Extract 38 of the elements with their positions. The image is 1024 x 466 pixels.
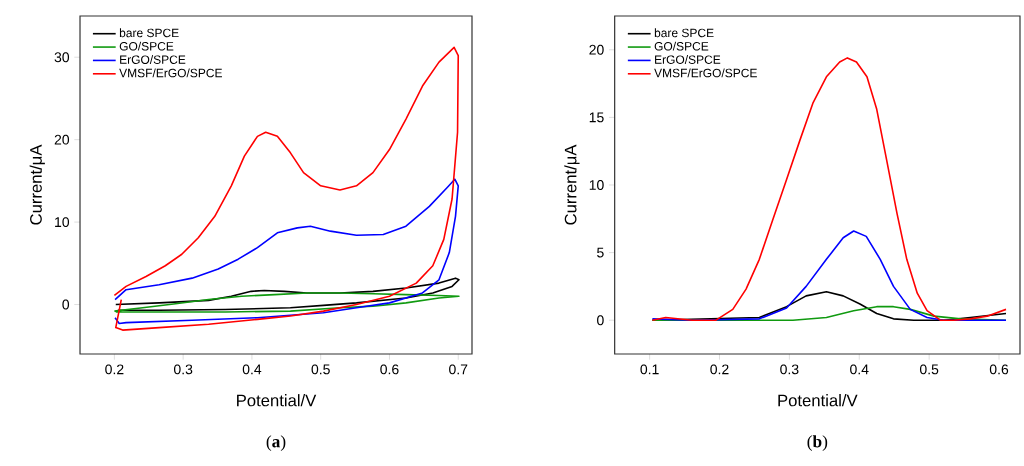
legend-label: VMSF/ErGO/SPCE [654,68,757,78]
y-tick-label: 15 [589,112,604,123]
x-tick-label: 0.2 [105,364,124,375]
y-tick-label: 10 [589,180,604,190]
y-tick-label: 0 [62,299,70,310]
x-axis-title: Potential/V [778,394,858,407]
x-tick-label: 0.4 [850,364,869,375]
text: (b) [807,435,828,451]
line-series [651,57,1007,321]
legend-label: bare SPCE [654,28,714,38]
line-series [114,277,460,312]
text: (a) [266,435,286,451]
x-tick-label: 0.5 [311,364,330,375]
y-tick-label: 5 [597,247,604,258]
x-tick-label: 0.4 [242,364,262,375]
legend-label: GO/SPCE [654,41,709,51]
x-tick-label: 0.6 [380,364,399,375]
y-tick-label: 20 [54,134,70,145]
x-tick-label: 0.6 [989,364,1009,375]
y-axis-title: Current/μA [29,144,45,225]
y-tick-label: 0 [597,315,604,326]
x-tick-label: 0.5 [919,364,939,375]
legend-label: VMSF/ErGO/SPCE [119,68,222,78]
y-tick-label: 20 [589,44,604,55]
x-axis-title: Potential/V [237,394,317,407]
y-axis-title: Current/μA [564,144,580,225]
y-tick-label: 30 [54,52,70,63]
line-series [114,178,460,325]
legend-label: ErGO/SPCE [655,55,721,64]
x-tick-label: 0.3 [173,364,193,375]
x-tick-label: 0.3 [780,364,799,375]
x-tick-label: 0.7 [449,364,468,375]
x-tick-label: 0.2 [710,364,729,375]
legend-label: ErGO/SPCE [120,55,186,64]
y-tick-label: 10 [55,217,70,228]
legend-label: GO/SPCE [119,41,174,51]
x-tick-label: 0.1 [640,364,659,375]
legend-label: bare SPCE [119,28,179,38]
